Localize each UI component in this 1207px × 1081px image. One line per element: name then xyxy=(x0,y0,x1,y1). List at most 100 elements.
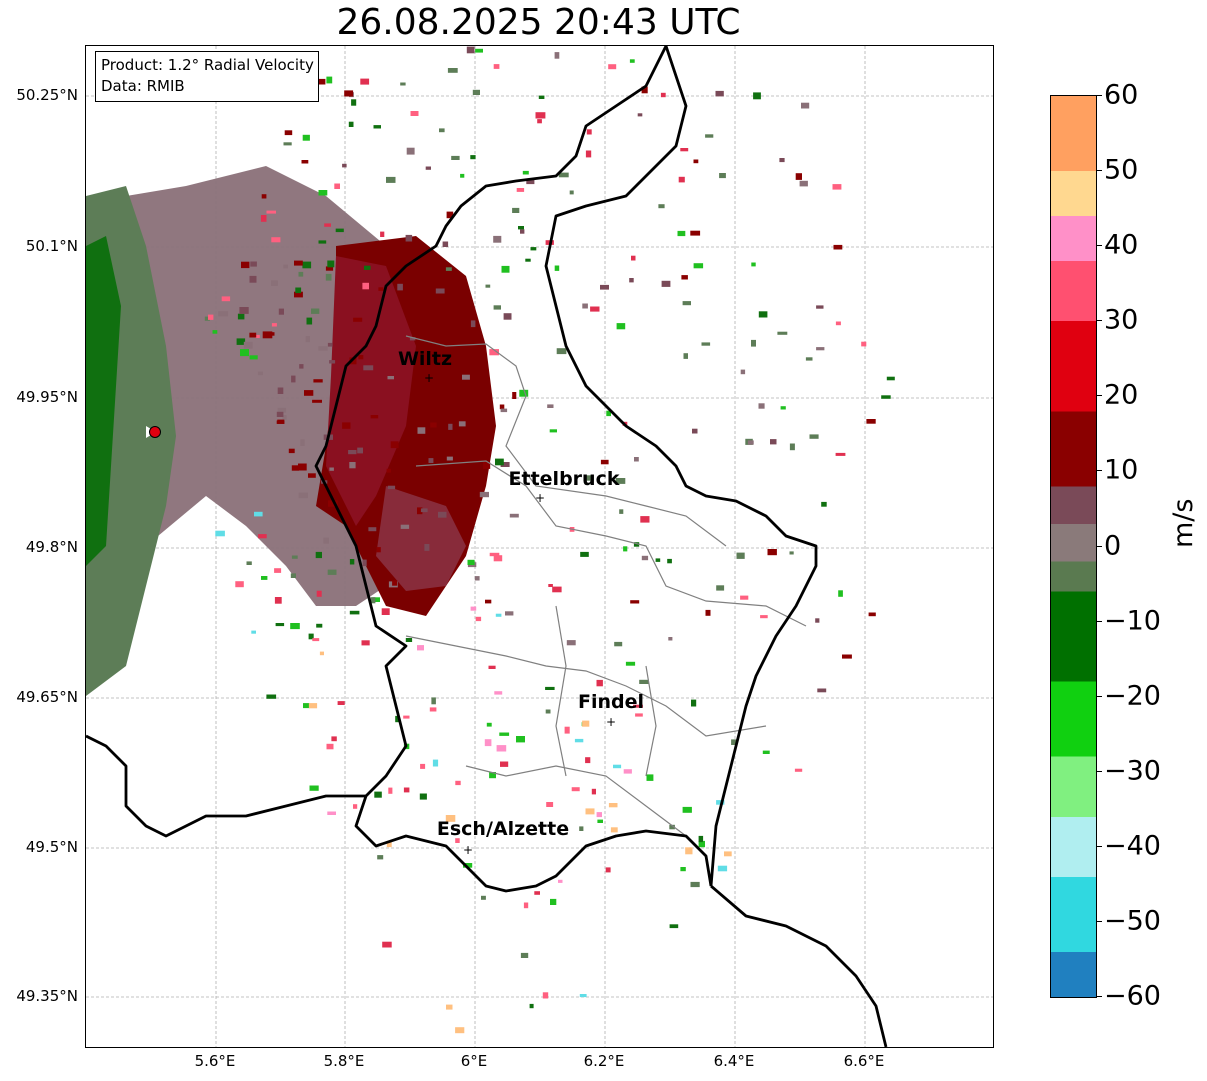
colorbar-tick-mark xyxy=(1096,695,1102,697)
radar-gate xyxy=(215,530,225,537)
radar-gate xyxy=(405,234,413,242)
radar-gate xyxy=(353,317,363,322)
radar-gate xyxy=(358,355,364,360)
radar-site-marker xyxy=(149,426,161,438)
radar-gate xyxy=(327,260,335,268)
data-source-label: Data: RMIB xyxy=(101,77,185,95)
radar-gate xyxy=(558,172,569,178)
radar-gate xyxy=(326,76,333,84)
radar-gate xyxy=(633,542,640,547)
radar-gate xyxy=(591,788,596,795)
radar-gate xyxy=(417,427,426,434)
radar-gate xyxy=(641,86,648,94)
radar-gate xyxy=(353,804,358,809)
radar-gate xyxy=(316,590,322,597)
radar-gate xyxy=(525,258,531,262)
radar-gate xyxy=(261,576,268,580)
radar-gate xyxy=(608,803,618,808)
radar-gate xyxy=(520,952,529,958)
radar-gate xyxy=(221,296,231,302)
radar-gate xyxy=(250,261,257,267)
radar-gate xyxy=(805,357,813,361)
radar-gate xyxy=(488,665,496,669)
x-tick-label: 6.2°E xyxy=(583,1052,625,1070)
radar-gate xyxy=(614,641,623,647)
admin-borders xyxy=(405,335,807,837)
radar-gate xyxy=(455,838,460,843)
radar-gate xyxy=(275,623,285,627)
radar-gate xyxy=(260,215,267,222)
colorbar-tick-mark xyxy=(1096,770,1102,772)
radar-gate xyxy=(420,508,428,513)
radar-gate xyxy=(334,183,340,189)
radar-gate xyxy=(585,808,595,815)
radar-gate xyxy=(641,555,649,561)
y-tick-label: 49.95°N xyxy=(16,388,78,406)
radar-gate xyxy=(605,867,611,873)
radar-gate xyxy=(886,376,895,381)
radar-gate xyxy=(690,881,700,888)
radar-gate xyxy=(331,736,337,742)
radar-gate xyxy=(446,211,454,219)
radar-gate xyxy=(318,346,328,351)
radar-gate xyxy=(586,129,592,135)
radar-gate xyxy=(542,992,549,999)
radar-gate xyxy=(634,457,639,462)
radar-gate xyxy=(646,774,654,781)
radar-map[interactable]: + + + + xyxy=(85,45,994,1048)
radar-gate xyxy=(516,188,525,192)
radar-gate xyxy=(585,150,592,158)
radar-gate xyxy=(529,1003,534,1009)
radar-gate xyxy=(485,284,491,288)
radar-gate xyxy=(380,231,385,237)
y-tick-label: 50.25°N xyxy=(16,86,78,104)
radar-gate xyxy=(701,342,711,346)
radar-gate xyxy=(299,364,304,369)
radar-gate xyxy=(403,787,410,793)
radar-gate xyxy=(767,549,777,556)
radar-gate xyxy=(496,745,507,752)
radar-gate xyxy=(212,330,218,334)
radar-gate xyxy=(512,207,520,213)
radar-gate xyxy=(438,511,447,518)
radar-gate xyxy=(306,317,313,325)
radar-gate xyxy=(485,599,492,604)
radar-gate xyxy=(677,230,686,237)
radar-gate xyxy=(349,610,360,615)
radar-gate xyxy=(582,720,590,727)
y-tick-label: 49.65°N xyxy=(16,688,78,706)
radar-gate xyxy=(537,119,542,124)
colorbar-tick-mark xyxy=(1096,170,1102,172)
colorbar-tick-label: 50 xyxy=(1104,154,1139,186)
radar-gate xyxy=(610,827,618,833)
radar-gate xyxy=(318,190,328,196)
radar-gate xyxy=(719,173,726,179)
radar-gate xyxy=(298,463,307,471)
radar-gate xyxy=(789,443,795,451)
y-tick-label: 49.8°N xyxy=(25,538,78,556)
radar-gate xyxy=(747,440,754,445)
radar-gate xyxy=(313,379,323,383)
radar-gate xyxy=(470,155,476,160)
radar-gate xyxy=(520,229,525,234)
radar-gate xyxy=(484,739,492,747)
radar-gate xyxy=(629,278,634,283)
radar-gate xyxy=(668,637,673,641)
radar-gate xyxy=(370,415,379,419)
radar-gate xyxy=(419,793,427,800)
radar-gate xyxy=(625,661,636,666)
radar-gate xyxy=(429,707,437,712)
radar-gate xyxy=(779,158,785,163)
radar-gate xyxy=(424,544,430,551)
radar-gate xyxy=(474,576,480,581)
radar-gate xyxy=(518,226,524,230)
radar-gate xyxy=(428,458,434,463)
radar-gate xyxy=(265,332,275,336)
radar-gate xyxy=(435,288,445,294)
colorbar-tick-label: −20 xyxy=(1104,680,1161,712)
radar-gate xyxy=(522,170,529,175)
radar-gate xyxy=(835,321,841,326)
radar-gate xyxy=(432,759,439,767)
radar-gate xyxy=(838,590,843,597)
radar-gate xyxy=(381,608,390,615)
